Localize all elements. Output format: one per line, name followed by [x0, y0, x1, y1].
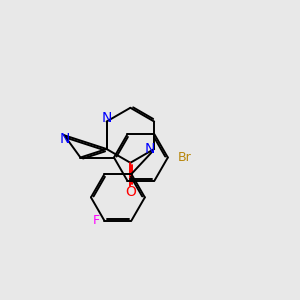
Text: Br: Br	[178, 151, 191, 164]
Text: N: N	[101, 111, 112, 124]
Text: F: F	[93, 214, 100, 227]
Text: O: O	[125, 185, 136, 199]
Text: N: N	[60, 132, 70, 146]
Text: N: N	[145, 142, 155, 156]
